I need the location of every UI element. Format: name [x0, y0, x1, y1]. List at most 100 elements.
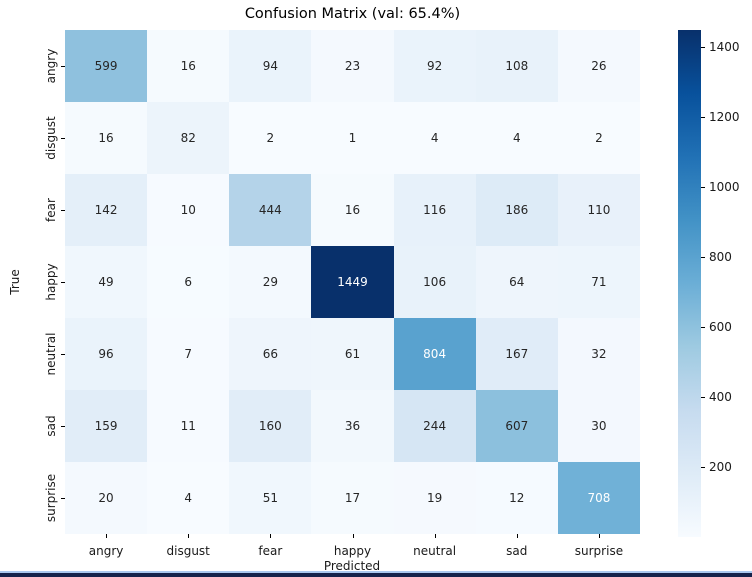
xtick-label-happy: happy	[333, 544, 372, 558]
heatmap-cell-happy-disgust: 6	[147, 246, 230, 318]
tick-mark	[701, 257, 705, 259]
heatmap-cell-neutral-neutral: 804	[393, 318, 476, 390]
heatmap-cell-angry-neutral: 92	[393, 30, 476, 102]
heatmap-cell-happy-sad: 64	[475, 246, 558, 318]
heatmap-cell-surprise-angry: 20	[65, 462, 148, 534]
tick-mark	[61, 498, 65, 499]
heatmap-cell-surprise-fear: 51	[229, 462, 312, 534]
heatmap-cell-neutral-disgust: 7	[147, 318, 230, 390]
heatmap-cell-neutral-angry: 96	[65, 318, 148, 390]
tick-mark	[61, 66, 65, 67]
colorbar-tick-label-600: 600	[709, 320, 732, 335]
xtick-label-neutral: neutral	[413, 544, 457, 558]
ytick-label-neutral: neutral	[44, 332, 58, 376]
tick-mark	[701, 187, 705, 189]
heatmap-cell-sad-disgust: 11	[147, 390, 230, 462]
tick-mark	[352, 534, 354, 538]
tick-mark	[61, 354, 65, 355]
heatmap-cell-sad-happy: 36	[311, 390, 394, 462]
heatmap-cell-surprise-sad: 12	[475, 462, 558, 534]
heatmap-cell-angry-angry: 599	[65, 30, 148, 102]
heatmap-cell-angry-happy: 23	[311, 30, 394, 102]
heatmap-cell-surprise-disgust: 4	[147, 462, 230, 534]
heatmap-cell-disgust-angry: 16	[65, 102, 148, 174]
heatmap-cell-sad-neutral: 244	[393, 390, 476, 462]
colorbar-tick-label-200: 200	[709, 460, 732, 475]
y-axis-label: True	[8, 269, 22, 295]
chart-title: Confusion Matrix (val: 65.4%)	[244, 6, 461, 22]
tick-mark	[434, 534, 436, 538]
heatmap-cell-sad-surprise: 30	[557, 390, 640, 462]
heatmap-cell-fear-angry: 142	[65, 174, 148, 246]
heatmap-cell-fear-neutral: 116	[393, 174, 476, 246]
heatmap-cell-disgust-surprise: 2	[557, 102, 640, 174]
ytick-label-sad: sad	[44, 415, 58, 437]
colorbar-gradient	[678, 30, 701, 537]
heatmap-cell-surprise-neutral: 19	[393, 462, 476, 534]
heatmap-cell-angry-fear: 94	[229, 30, 312, 102]
heatmap-cell-fear-disgust: 10	[147, 174, 230, 246]
heatmap-cell-angry-disgust: 16	[147, 30, 230, 102]
xtick-label-angry: angry	[88, 544, 124, 558]
heatmap-cell-neutral-sad: 167	[475, 318, 558, 390]
background-window-edge-highlight	[0, 571, 752, 573]
tick-mark	[270, 534, 272, 538]
ytick-label-disgust: disgust	[44, 116, 58, 160]
heatmap-cell-neutral-fear: 66	[229, 318, 312, 390]
tick-mark	[61, 282, 65, 283]
tick-mark	[701, 327, 705, 329]
tick-mark	[701, 47, 705, 49]
heatmap-cell-happy-neutral: 106	[393, 246, 476, 318]
x-axis-label: Predicted	[323, 559, 381, 573]
heatmap-cell-surprise-happy: 17	[311, 462, 394, 534]
heatmap-cell-fear-happy: 16	[311, 174, 394, 246]
heatmap-cell-fear-fear: 444	[229, 174, 312, 246]
heatmap-cell-sad-sad: 607	[475, 390, 558, 462]
tick-mark	[516, 534, 518, 538]
heatmap-cell-neutral-surprise: 32	[557, 318, 640, 390]
background-window-edge-border	[0, 573, 752, 577]
tick-mark	[61, 138, 65, 139]
heatmap-cell-disgust-fear: 2	[229, 102, 312, 174]
heatmap-cell-disgust-disgust: 82	[147, 102, 230, 174]
ytick-label-fear: fear	[44, 198, 58, 222]
heatmap-cell-surprise-surprise: 708	[557, 462, 640, 534]
heatmap-cell-neutral-happy: 61	[311, 318, 394, 390]
tick-mark	[61, 210, 65, 211]
ytick-label-happy: happy	[44, 263, 58, 301]
colorbar-tick-label-1000: 1000	[709, 180, 740, 195]
heatmap-cell-happy-happy: 1449	[311, 246, 394, 318]
xtick-label-disgust: disgust	[166, 544, 210, 558]
tick-mark	[61, 426, 65, 427]
tick-mark	[701, 467, 705, 469]
heatmap-cell-fear-surprise: 110	[557, 174, 640, 246]
colorbar-tick-label-1400: 1400	[709, 40, 740, 55]
tick-mark	[598, 534, 600, 538]
tick-mark	[701, 397, 705, 399]
heatmap-cell-disgust-sad: 4	[475, 102, 558, 174]
heatmap-cell-happy-angry: 49	[65, 246, 148, 318]
ytick-label-angry: angry	[44, 48, 58, 84]
heatmap-cell-sad-fear: 160	[229, 390, 312, 462]
ytick-label-surprise: surprise	[44, 473, 58, 523]
tick-mark	[106, 534, 108, 538]
heatmap-grid: 599 16 94 23 92 108 26 16 82 2 1 4 4 2 142 10 444 16 116 18…	[65, 30, 640, 534]
heatmap-cell-angry-sad: 108	[475, 30, 558, 102]
colorbar-tick-label-400: 400	[709, 390, 732, 405]
heatmap-cell-angry-surprise: 26	[557, 30, 640, 102]
heatmap-cell-happy-fear: 29	[229, 246, 312, 318]
heatmap-cell-fear-sad: 186	[475, 174, 558, 246]
heatmap-cell-disgust-neutral: 4	[393, 102, 476, 174]
heatmap-cell-disgust-happy: 1	[311, 102, 394, 174]
colorbar-tick-label-1200: 1200	[709, 110, 740, 125]
xtick-label-surprise: surprise	[574, 544, 624, 558]
background-window-top-edge	[0, 571, 752, 577]
heatmap-cell-happy-surprise: 71	[557, 246, 640, 318]
heatmap-cell-sad-angry: 159	[65, 390, 148, 462]
xtick-label-sad: sad	[506, 544, 528, 558]
xtick-label-fear: fear	[258, 544, 283, 558]
tick-mark	[701, 117, 705, 119]
colorbar-tick-label-800: 800	[709, 250, 732, 265]
tick-mark	[188, 534, 190, 538]
